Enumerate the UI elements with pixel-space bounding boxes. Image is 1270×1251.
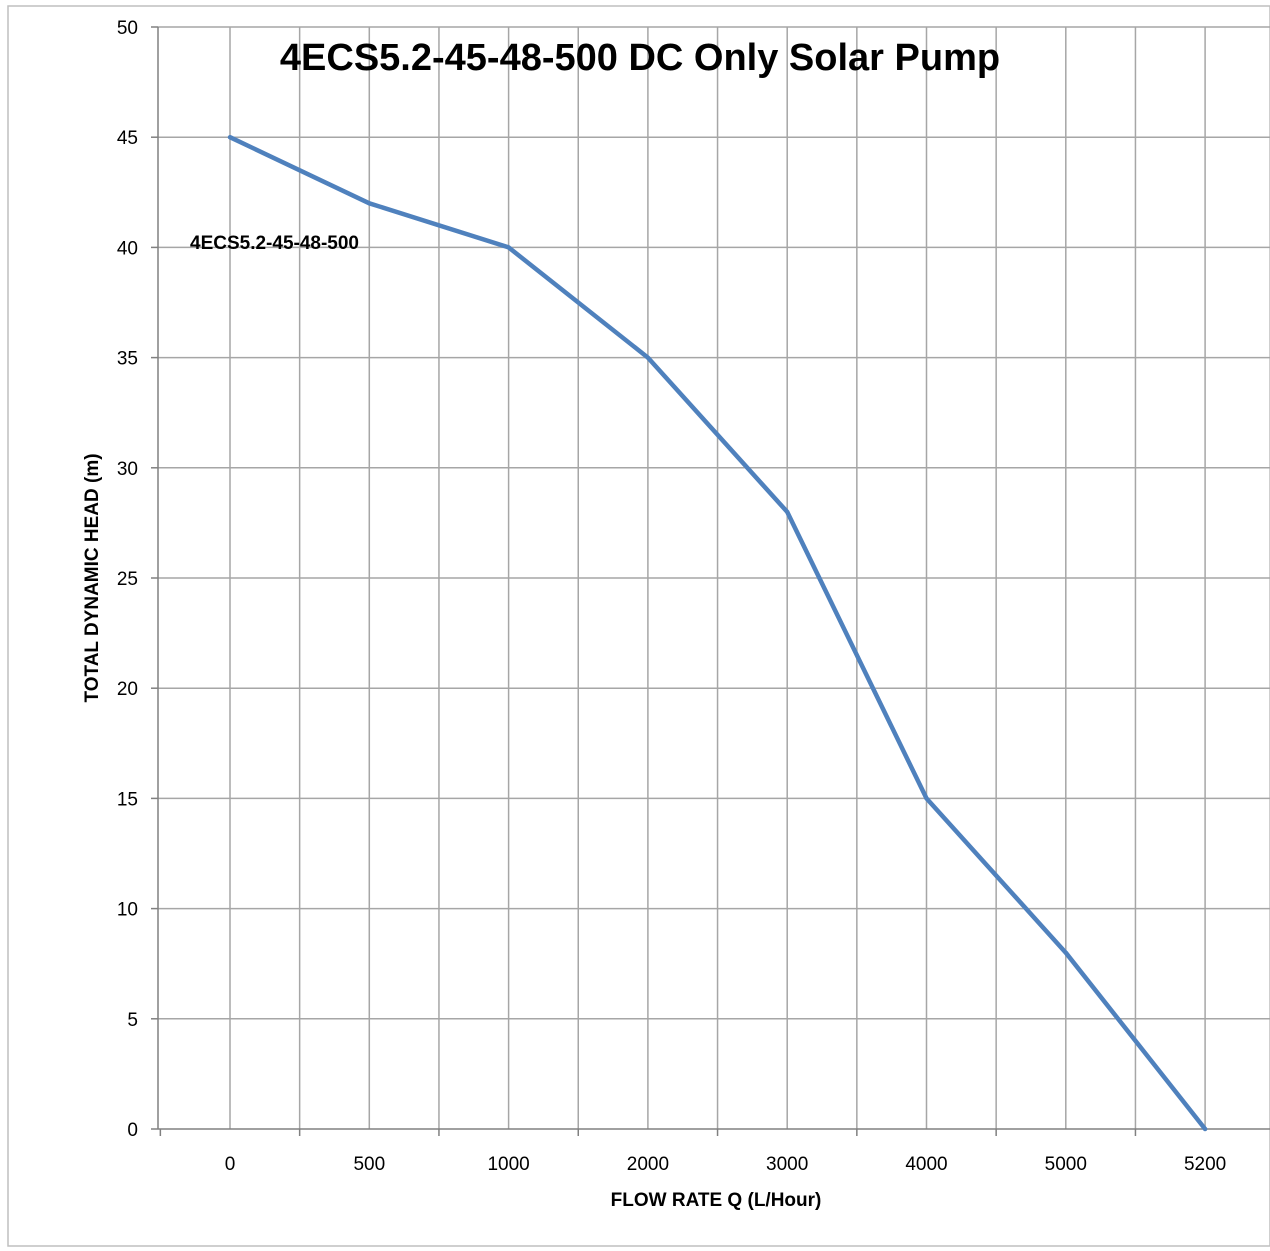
axes <box>151 26 1270 1136</box>
grid-lines <box>158 26 1270 1129</box>
y-tick-label: 20 <box>117 679 138 700</box>
x-tick-label: 5000 <box>1045 1154 1087 1175</box>
chart-title: 4ECS5.2-45-48-500 DC Only Solar Pump <box>280 37 1000 79</box>
y-tick-label: 30 <box>117 459 138 480</box>
x-axis-title: FLOW RATE Q (L/Hour) <box>611 1190 822 1211</box>
series-label: 4ECS5.2-45-48-500 <box>190 233 359 254</box>
y-tick-label: 25 <box>117 569 138 590</box>
data-point <box>785 509 790 514</box>
data-point <box>228 135 232 140</box>
x-tick-label: 500 <box>353 1154 385 1175</box>
y-tick-label: 15 <box>117 789 138 810</box>
y-tick-label: 50 <box>117 18 138 39</box>
y-tick-label: 45 <box>117 128 138 149</box>
series-line <box>227 134 1208 1132</box>
x-tick-label: 5200 <box>1184 1154 1226 1175</box>
y-tick-label: 0 <box>127 1120 138 1141</box>
data-point <box>924 796 929 801</box>
series-layer <box>227 134 1208 1132</box>
x-tick-label: 1000 <box>487 1154 529 1175</box>
data-point <box>645 355 650 360</box>
y-tick-label: 35 <box>117 349 138 370</box>
y-axis-title: TOTAL DYNAMIC HEAD (m) <box>82 453 103 702</box>
y-tick-label: 40 <box>117 238 138 259</box>
y-tick-label: 10 <box>117 900 138 921</box>
x-tick-label: 2000 <box>627 1154 669 1175</box>
data-point <box>1203 1127 1208 1131</box>
x-tick-label: 4000 <box>905 1154 947 1175</box>
x-tick-label: 0 <box>225 1154 236 1175</box>
x-tick-label: 3000 <box>766 1154 808 1175</box>
data-point <box>367 201 372 206</box>
chart-border <box>7 5 1270 1247</box>
data-point <box>1063 950 1068 955</box>
y-tick-label: 5 <box>127 1010 138 1031</box>
data-point <box>506 245 511 250</box>
